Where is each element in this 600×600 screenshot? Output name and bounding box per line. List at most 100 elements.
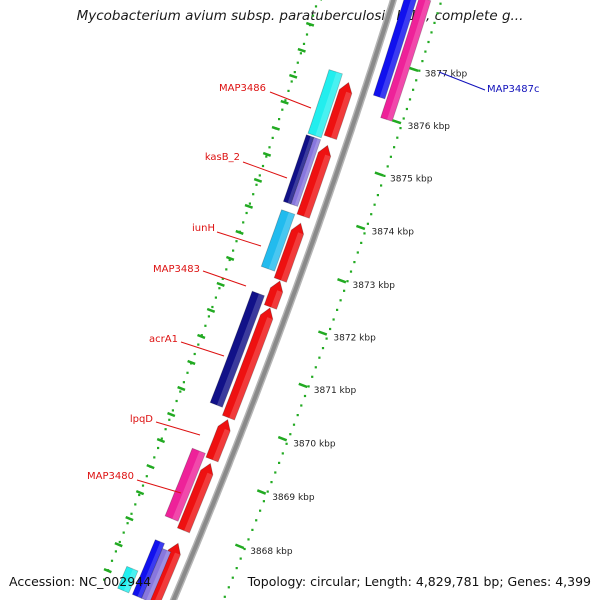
- minor-tick-left: [125, 515, 134, 522]
- gene-label-text[interactable]: MAP3480: [87, 471, 134, 482]
- tick-mark: [409, 66, 419, 72]
- minor-tick-left: [135, 489, 145, 496]
- gene-label-kasB_2[interactable]: kasB_2: [205, 152, 288, 179]
- dotted-guide-outer-right: [223, 2, 442, 598]
- tick-mark: [337, 278, 347, 284]
- scale-tick: 3874 kbp: [355, 224, 415, 238]
- gene-block-MAP3486: [307, 69, 343, 139]
- backbone-line: [171, 0, 396, 600]
- red-cds-MAP3480: [176, 462, 214, 534]
- accession-text: Accession: NC_002944: [9, 574, 152, 589]
- scale-tick: 3869 kbp: [256, 489, 315, 503]
- tick-mark: [298, 382, 308, 389]
- minor-tick-left: [156, 437, 166, 444]
- scale-tick: 3871 kbp: [298, 382, 357, 396]
- minor-tick-left: [216, 281, 225, 287]
- minor-tick-left: [197, 333, 206, 340]
- tick-label: 3873 kbp: [353, 281, 396, 291]
- scale-tick: 3877 kbp: [409, 66, 467, 79]
- backbone: [169, 0, 397, 600]
- tick-mark: [317, 330, 328, 336]
- gene-label-MAP3487c[interactable]: MAP3487c: [438, 71, 539, 95]
- red-cds-MAP3486: [323, 81, 353, 141]
- tick-label: 3870 kbp: [293, 439, 336, 449]
- minor-tick-left: [280, 99, 289, 105]
- gene-label-MAP3486[interactable]: MAP3486: [219, 83, 312, 109]
- feature-tracks: [117, 0, 432, 600]
- minor-tick-left: [225, 255, 235, 261]
- scale-tick: 3873 kbp: [337, 278, 396, 291]
- red-cds-MAP3483: [263, 280, 284, 310]
- gene-label-iunH[interactable]: iunH: [192, 223, 262, 247]
- minor-tick-left: [177, 385, 186, 392]
- minor-tick-left: [235, 229, 244, 235]
- tick-mark: [374, 171, 384, 177]
- gene-label-acrA1[interactable]: acrA1: [149, 334, 225, 357]
- minor-tick-left: [253, 177, 263, 183]
- scale-tick: 3870 kbp: [277, 435, 336, 449]
- tick-label: 3876 kbp: [408, 122, 451, 132]
- gene-label-MAP3480[interactable]: MAP3480: [87, 471, 182, 494]
- gene-label-MAP3483[interactable]: MAP3483: [153, 264, 247, 287]
- tick-mark: [234, 543, 245, 550]
- scale-tick: 3872 kbp: [317, 330, 376, 344]
- gene-block-MAP3480: [164, 447, 206, 522]
- gene-label-text[interactable]: MAP3486: [219, 83, 266, 94]
- scale-tick: 3868 kbp: [234, 543, 293, 557]
- red-cds-lpqD: [205, 418, 231, 463]
- gene-block-acrA1: [209, 290, 265, 408]
- leader-line: [155, 421, 201, 436]
- summary-text: Topology: circular; Length: 4,829,781 bp…: [247, 574, 591, 589]
- gene-label-text[interactable]: kasB_2: [205, 152, 240, 163]
- tick-mark: [392, 119, 402, 125]
- tick-mark: [355, 224, 366, 231]
- gene-label-lpqD[interactable]: lpqD: [130, 414, 201, 436]
- red-cds-kasB_2: [296, 144, 332, 219]
- gene-block-MAP3487c-blue: [372, 0, 417, 100]
- gene-block-bottom: [117, 565, 139, 594]
- tick-label: 3875 kbp: [390, 174, 433, 184]
- minor-tick-left: [244, 203, 254, 209]
- leader-line: [269, 91, 312, 109]
- tick-label: 3874 kbp: [372, 228, 415, 238]
- tick-label: 3869 kbp: [272, 493, 315, 503]
- gene-label-text[interactable]: MAP3483: [153, 264, 200, 275]
- minor-tick-left: [206, 307, 216, 313]
- tick-mark: [256, 489, 267, 495]
- gene-label-text[interactable]: iunH: [192, 223, 215, 234]
- gene-label-text[interactable]: MAP3487c: [487, 84, 539, 95]
- minor-tick-left: [167, 411, 176, 418]
- red-cds-iunH: [273, 222, 305, 283]
- backbone-shadow: [169, 0, 397, 600]
- tick-label: 3871 kbp: [314, 386, 357, 396]
- tick-mark: [277, 435, 288, 442]
- minor-tick-left: [262, 151, 272, 157]
- minor-tick-left: [146, 463, 155, 470]
- scale-tick: 3875 kbp: [374, 171, 433, 184]
- leader-line: [180, 341, 225, 357]
- leader-line: [438, 71, 486, 91]
- gene-block-next-2: [141, 547, 172, 600]
- minor-tick-left: [103, 567, 112, 574]
- minor-tick-left: [271, 125, 280, 131]
- gene-labels: MAP3486 kasB_2 iunH MAP3483 acrA1 lpqD MAP3480…: [87, 71, 539, 494]
- leader-line: [136, 479, 182, 494]
- leader-line: [242, 161, 288, 179]
- minor-tick-left: [305, 21, 315, 27]
- minor-tick-left: [187, 359, 196, 366]
- gene-label-text[interactable]: lpqD: [130, 414, 153, 425]
- tick-label: 3868 kbp: [250, 547, 293, 557]
- minor-tick-left: [297, 47, 306, 53]
- tick-label: 3872 kbp: [333, 334, 376, 344]
- gene-block-kasB_2-light: [290, 136, 322, 207]
- dot-guides: [103, 2, 442, 598]
- minor-tick-left: [114, 541, 123, 548]
- leader-line: [202, 270, 247, 287]
- gene-block-iunH: [260, 209, 296, 272]
- red-cds-acrA1: [221, 307, 274, 421]
- leader-line: [216, 231, 262, 247]
- gene-label-text[interactable]: acrA1: [149, 334, 178, 345]
- scale-tick: 3876 kbp: [392, 119, 451, 132]
